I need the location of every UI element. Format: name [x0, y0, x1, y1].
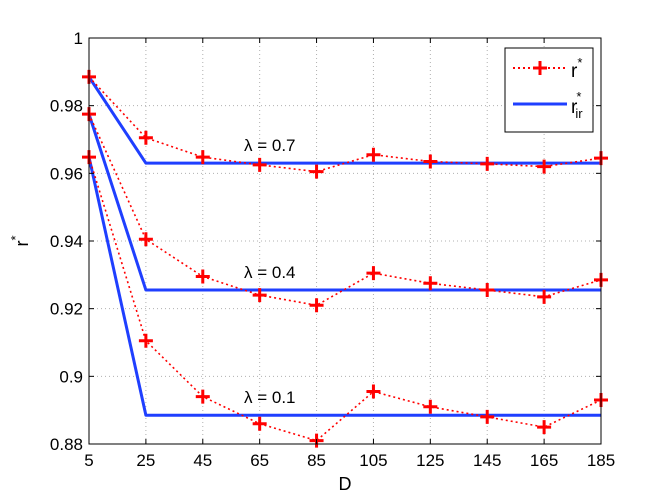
r-star-marker — [138, 232, 153, 247]
lambda-annotation: λ = 0.7 — [244, 136, 296, 155]
legend-entry-r-ir: r* ir — [571, 89, 583, 121]
y-axis-label: r* — [8, 235, 32, 246]
r-ir-line — [87, 76, 601, 165]
x-tick-label: 5 — [84, 451, 93, 470]
x-tick-label: 185 — [587, 451, 615, 470]
y-tick-label: 0.88 — [50, 435, 83, 454]
legend-box — [504, 47, 594, 133]
r-star-marker — [195, 150, 210, 165]
r-star-marker — [195, 389, 210, 404]
r-ir-line — [87, 113, 601, 292]
r-star-marker — [252, 288, 267, 303]
y-axis-label-sup: * — [8, 235, 23, 240]
r-star-marker — [423, 399, 438, 414]
y-tick-label: 0.98 — [50, 97, 83, 116]
annotations: λ = 0.7 λ = 0.4 λ = 0.1 — [244, 136, 296, 407]
r-star-line — [88, 76, 602, 173]
r-star-marker — [480, 409, 495, 424]
r-ir-line — [87, 156, 601, 417]
r-star-marker — [195, 269, 210, 284]
y-tick-label: 0.94 — [50, 232, 83, 251]
x-tick-label: 105 — [359, 451, 387, 470]
x-tick-label: 125 — [416, 451, 444, 470]
r-star-marker — [366, 147, 381, 162]
r-star-marker — [309, 164, 324, 179]
svg-text:r*: r* — [8, 235, 32, 246]
legend: r* r* ir — [504, 47, 594, 133]
x-tick-label: 165 — [530, 451, 558, 470]
r-star-marker — [366, 384, 381, 399]
r-star-line — [88, 156, 602, 442]
y-tick-label: 0.96 — [50, 164, 83, 183]
r-star-marker — [138, 333, 153, 348]
legend-entry-r-star: r* — [571, 55, 582, 82]
legend-r-ir-base: r — [571, 97, 578, 118]
r-star-marker — [537, 159, 552, 174]
x-tick-label: 145 — [473, 451, 501, 470]
x-axis-label: D — [339, 474, 352, 494]
r-star-marker — [537, 289, 552, 304]
r-star-marker — [537, 420, 552, 435]
series-group-2 — [82, 150, 608, 448]
y-tick-label: 0.92 — [50, 300, 83, 319]
legend-r-ir-sup: * — [576, 89, 581, 104]
y-tick-label: 0.9 — [59, 367, 83, 386]
x-tick-label: 85 — [307, 451, 326, 470]
r-star-marker — [252, 416, 267, 431]
series-group-1 — [82, 107, 608, 313]
y-axis-label-base: r — [12, 241, 32, 247]
r-star-line — [88, 113, 602, 307]
legend-r-ir-sub: ir — [575, 106, 583, 121]
r-star-marker — [480, 156, 495, 171]
r-star-marker — [309, 298, 324, 313]
lambda-annotation: λ = 0.1 — [244, 388, 296, 407]
legend-r-star-base: r — [571, 61, 578, 82]
r-star-marker — [366, 266, 381, 281]
r-star-marker — [252, 157, 267, 172]
lambda-annotation: λ = 0.4 — [244, 263, 296, 282]
ticks: 5 25 45 65 85 105 125 145 165 185 0.88 0.9 0.92 0.94 0… — [50, 29, 615, 470]
r-star-marker — [423, 154, 438, 169]
r-star-marker — [138, 130, 153, 145]
series-group-0 — [82, 69, 608, 179]
x-tick-label: 25 — [136, 451, 155, 470]
x-tick-label: 45 — [193, 451, 212, 470]
legend-swatch-r-star-marker — [533, 61, 547, 75]
x-tick-label: 65 — [250, 451, 269, 470]
y-tick-label: 1 — [74, 29, 83, 48]
r-star-marker — [423, 276, 438, 291]
series-layer — [82, 69, 608, 448]
legend-r-star-sup: * — [577, 55, 582, 70]
r-star-marker — [480, 283, 495, 298]
grid — [89, 38, 601, 444]
